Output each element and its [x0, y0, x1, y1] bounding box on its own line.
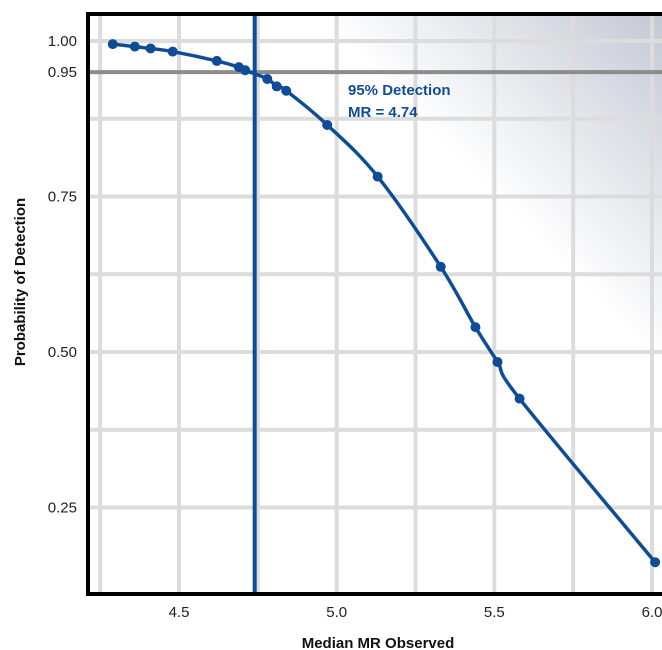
- y-tick-label-3: 0.50: [48, 344, 77, 361]
- x-tick-label-3: 6.0: [642, 604, 662, 621]
- data-point-6: [240, 65, 251, 76]
- x-tick-labels: 4.5 5.0 5.5 6.0: [169, 604, 662, 621]
- data-point-14: [492, 356, 503, 367]
- y-axis-label: Probability of Detection: [12, 198, 29, 366]
- data-point-7: [262, 73, 273, 84]
- x-tick-label-1: 5.0: [326, 604, 347, 621]
- x-axis-label: Median MR Observed: [302, 635, 455, 650]
- series: [107, 39, 661, 568]
- data-point-2: [145, 43, 156, 54]
- y-tick-label-4: 0.25: [48, 500, 77, 517]
- data-point-9: [281, 85, 292, 96]
- data-point-0: [107, 39, 118, 50]
- data-point-4: [211, 55, 222, 66]
- annotation-line-2: MR = 4.74: [348, 104, 418, 121]
- plot-background: [88, 14, 662, 594]
- data-point-13: [470, 322, 481, 333]
- data-point-16: [650, 557, 661, 568]
- x-tick-label-0: 4.5: [169, 604, 190, 621]
- data-point-8: [271, 81, 282, 92]
- reference-lines: [88, 14, 662, 594]
- data-point-11: [372, 171, 383, 182]
- grid: [88, 14, 662, 594]
- data-point-1: [129, 41, 140, 52]
- data-point-10: [322, 119, 333, 130]
- x-tick-label-2: 5.5: [484, 604, 505, 621]
- plot-frame: [86, 12, 662, 594]
- y-tick-labels: 1.00 0.95 0.75 0.50 0.25: [48, 33, 77, 517]
- data-point-12: [435, 261, 446, 272]
- data-point-3: [167, 46, 178, 57]
- y-tick-label-0: 1.00: [48, 33, 77, 50]
- annotation-line-1: 95% Detection: [348, 82, 451, 99]
- data-point-15: [514, 393, 525, 404]
- y-tick-label-2: 0.75: [48, 189, 77, 206]
- y-tick-label-1: 0.95: [48, 64, 77, 81]
